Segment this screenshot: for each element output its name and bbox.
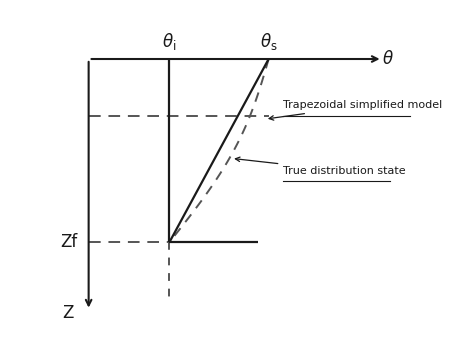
Text: $\theta_{\rm i}$: $\theta_{\rm i}$ [162,31,177,52]
Text: Trapezoidal simplified model: Trapezoidal simplified model [269,100,443,120]
Text: Z: Z [63,304,74,322]
Text: $\theta$: $\theta$ [382,50,394,68]
Text: True distribution state: True distribution state [236,157,406,176]
Text: $\theta_{\rm s}$: $\theta_{\rm s}$ [260,31,277,52]
Text: Zf: Zf [60,233,78,251]
